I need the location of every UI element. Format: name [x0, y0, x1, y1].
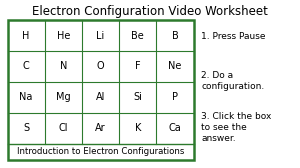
Text: 2. Do a
configuration.: 2. Do a configuration.	[201, 71, 264, 91]
Text: S: S	[23, 123, 29, 133]
Text: Be: Be	[131, 31, 144, 41]
Text: 3. Click the box
to see the
answer.: 3. Click the box to see the answer.	[201, 112, 272, 143]
Text: Na: Na	[20, 92, 33, 102]
Text: N: N	[60, 61, 67, 71]
Text: Ca: Ca	[169, 123, 181, 133]
Text: F: F	[135, 61, 140, 71]
Bar	[8, 20, 194, 160]
Text: Cl: Cl	[58, 123, 68, 133]
Text: Ar: Ar	[95, 123, 106, 133]
Text: Ne: Ne	[168, 61, 182, 71]
Text: Li: Li	[96, 31, 105, 41]
Text: Introduction to Electron Configurations: Introduction to Electron Configurations	[17, 147, 184, 156]
Text: C: C	[23, 61, 29, 71]
Text: O: O	[97, 61, 104, 71]
Text: 1. Press Pause: 1. Press Pause	[201, 32, 266, 41]
Text: Al: Al	[96, 92, 105, 102]
Text: Mg: Mg	[56, 92, 70, 102]
Text: Si: Si	[133, 92, 142, 102]
Text: Electron Configuration Video Worksheet: Electron Configuration Video Worksheet	[32, 5, 268, 18]
Text: P: P	[172, 92, 178, 102]
Text: B: B	[172, 31, 178, 41]
Text: H: H	[22, 31, 30, 41]
Text: He: He	[57, 31, 70, 41]
Text: K: K	[134, 123, 141, 133]
